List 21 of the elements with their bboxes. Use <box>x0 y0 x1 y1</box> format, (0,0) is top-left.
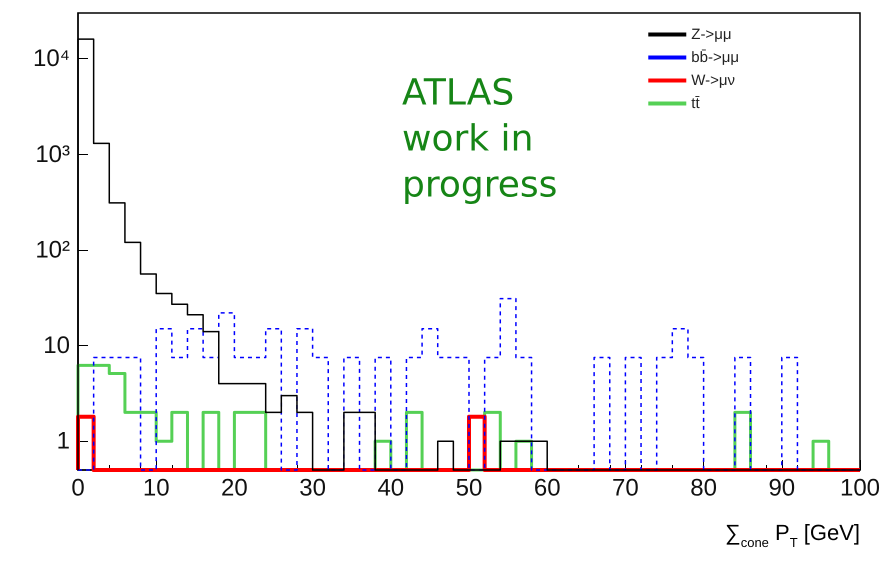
x-tick-label: 20 <box>221 474 248 502</box>
y-tick-label: 10² <box>35 236 70 264</box>
x-tick-label: 0 <box>71 474 85 502</box>
x-tick-label: 40 <box>377 474 404 502</box>
legend-label: bb̄->μμ <box>691 49 740 66</box>
x-tick-label: 10 <box>142 474 170 502</box>
x-tick-label: 60 <box>534 474 561 502</box>
legend-label: Z->μμ <box>691 26 732 43</box>
x-tick-label: 80 <box>690 474 717 502</box>
x-tick-label: 100 <box>840 474 880 502</box>
x-tick-label: 70 <box>612 474 639 502</box>
y-tick-label: 10³ <box>35 140 70 168</box>
x-tick-label: 50 <box>456 474 482 502</box>
annotation: ATLAS work in progress <box>402 72 558 206</box>
y-tick-label: 1 <box>56 428 70 455</box>
legend-label: tt̄ <box>691 95 700 112</box>
x-tick-label: 90 <box>768 474 796 502</box>
x-tick-label: 30 <box>299 474 326 502</box>
y-tick-label: 10⁴ <box>32 45 70 72</box>
y-tick-label: 10 <box>43 332 70 360</box>
legend-label: W->μν <box>691 72 736 89</box>
